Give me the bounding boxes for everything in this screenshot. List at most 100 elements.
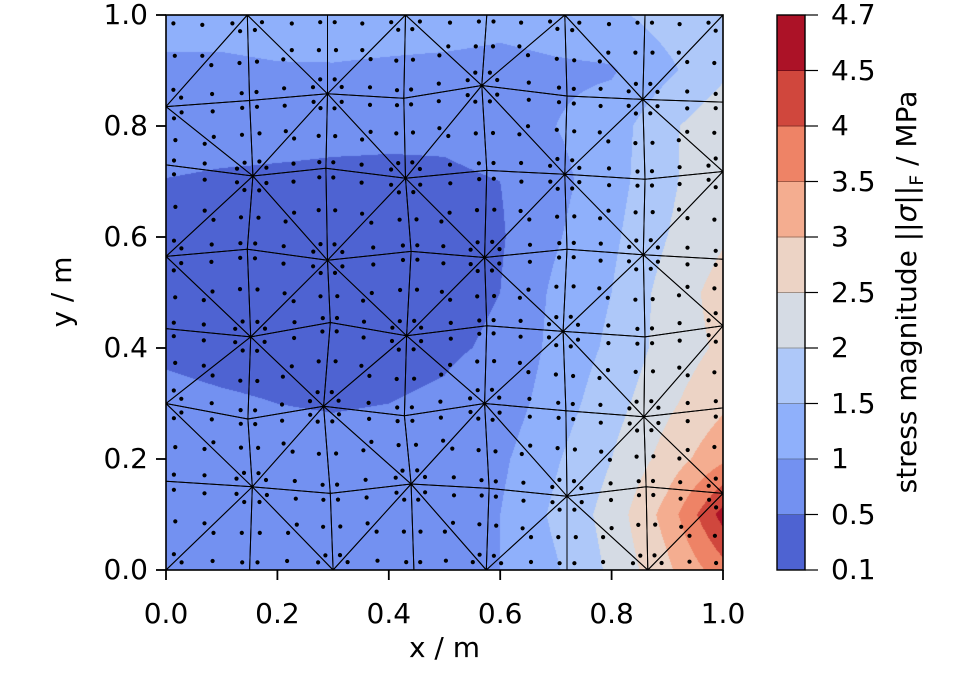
- quadrature-dot: [557, 477, 562, 482]
- quadrature-dot: [685, 373, 690, 378]
- quadrature-dot: [446, 44, 451, 49]
- quadrature-dot: [179, 110, 184, 115]
- quadrature-dot: [521, 498, 526, 503]
- quadrature-dot: [687, 559, 692, 564]
- x-tick-label: 0.0: [143, 597, 189, 630]
- quadrature-dot: [291, 299, 296, 304]
- colorbar-segment: [777, 348, 805, 404]
- quadrature-dot: [179, 410, 184, 415]
- quadrature-dot: [451, 475, 456, 480]
- quadrature-dot: [605, 295, 610, 300]
- quadrature-dot: [649, 399, 654, 404]
- quadrature-dot: [318, 270, 323, 276]
- y-tick-label: 0.0: [103, 553, 148, 586]
- quadrature-dot: [555, 186, 560, 191]
- quadrature-dot: [598, 216, 603, 221]
- quadrature-dot: [475, 240, 480, 245]
- quadrature-dot: [438, 399, 443, 404]
- mesh-triangle: [643, 407, 724, 494]
- quadrature-dot: [633, 210, 638, 215]
- quadrature-dot: [394, 131, 399, 136]
- quadrature-dot: [389, 182, 394, 187]
- quadrature-dot: [254, 89, 259, 95]
- quadrature-dot: [570, 186, 575, 191]
- quadrature-dot: [636, 493, 642, 498]
- quadrature-dot: [171, 158, 177, 163]
- y-axis-label: y / m: [45, 256, 78, 328]
- colorbar-label: stress magnitude ||σ||F / MPa: [890, 91, 934, 494]
- quadrature-dot: [323, 553, 328, 558]
- quadrature-dot: [676, 50, 681, 55]
- quadrature-dot: [650, 297, 655, 302]
- quadrature-dot: [234, 166, 240, 171]
- quadrature-dot: [659, 560, 664, 566]
- mesh-triangle: [165, 480, 253, 571]
- quadrature-dot: [233, 340, 238, 345]
- mesh-triangle: [564, 173, 646, 256]
- quadrature-dot: [397, 217, 402, 222]
- quadrature-dot: [493, 449, 498, 454]
- quadrature-dot: [712, 533, 718, 538]
- quadrature-dot: [571, 86, 576, 91]
- quadrature-dot: [361, 335, 366, 340]
- mesh-triangle: [329, 483, 412, 571]
- quadrature-dot: [417, 19, 422, 24]
- quadrature-dot: [411, 190, 416, 195]
- quadrature-dot: [517, 132, 522, 137]
- colorbar-tick-label: 3.5: [831, 164, 876, 198]
- quadrature-dot: [553, 372, 559, 377]
- quadrature-dot: [281, 57, 286, 62]
- quadrature-dot: [520, 526, 525, 531]
- colorbar-tick-label: 0.1: [831, 553, 876, 586]
- quadrature-dot: [291, 179, 296, 184]
- quadrature-dot: [497, 410, 502, 415]
- quadrature-dot: [316, 359, 321, 364]
- quadrature-dot: [363, 477, 368, 482]
- mesh-triangle: [165, 100, 254, 177]
- quadrature-dot: [281, 261, 286, 266]
- y-tick-label: 0.4: [103, 331, 148, 364]
- quadrature-dot: [365, 521, 370, 526]
- quadrature-dot: [685, 129, 690, 134]
- quadrature-dot: [678, 480, 683, 485]
- quadrature-dot: [334, 329, 339, 334]
- quadrature-dot: [492, 293, 497, 299]
- quadrature-dot: [285, 558, 290, 564]
- mesh-triangle: [403, 335, 486, 417]
- quadrature-dot: [292, 320, 297, 325]
- quadrature-dot: [527, 259, 533, 264]
- quadrature-dot: [240, 105, 245, 110]
- quadrature-dot: [634, 267, 639, 272]
- mesh-triangle: [327, 250, 412, 337]
- quadrature-dot: [308, 412, 313, 417]
- quadrature-dot: [414, 287, 420, 292]
- colorbar-label-prefix: stress magnitude ||: [890, 222, 924, 494]
- quadrature-dot: [491, 331, 496, 336]
- mesh-triangle: [410, 403, 490, 489]
- quadrature-dot: [713, 106, 718, 111]
- mesh-triangle: [562, 248, 644, 332]
- quadrature-dot: [577, 165, 582, 170]
- quadrature-dot: [476, 161, 481, 166]
- quadrature-dot: [528, 535, 534, 540]
- quadrature-dot: [202, 491, 207, 496]
- quadrature-dot: [201, 322, 206, 327]
- x-tick-label: 0.6: [477, 597, 523, 630]
- mesh-triangle: [406, 325, 488, 404]
- y-tick-label: 0.6: [103, 220, 148, 253]
- quadrature-dot: [648, 111, 653, 116]
- quadrature-dot: [441, 261, 446, 266]
- quadrature-dot: [171, 334, 176, 339]
- quadrature-dot: [240, 348, 245, 353]
- quadrature-dot: [202, 446, 207, 452]
- quadrature-dot: [316, 48, 321, 53]
- quadrature-dot: [233, 326, 238, 331]
- quadrature-dot: [713, 91, 718, 96]
- quadrature-dot: [448, 297, 453, 302]
- mesh-triangle: [165, 14, 248, 108]
- quadrature-dot: [550, 484, 555, 490]
- quadrature-dot: [320, 482, 325, 487]
- quadrature-dot: [318, 20, 323, 25]
- quadrature-dot: [685, 284, 690, 289]
- quadrature-dot: [493, 494, 498, 499]
